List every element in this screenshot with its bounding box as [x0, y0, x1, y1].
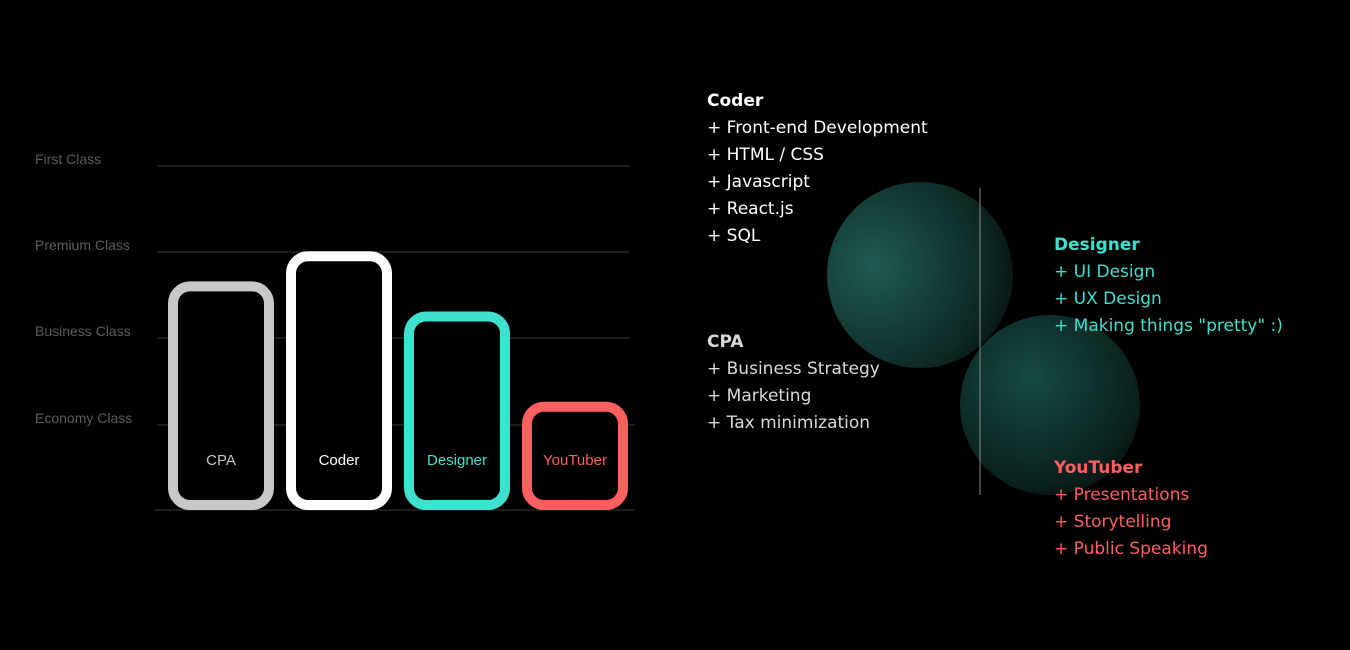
- skills-coder: Coder + Front-end Development + HTML / C…: [707, 88, 928, 250]
- chart-bar-cpa: [168, 281, 274, 510]
- skills-designer-item: + Making things "pretty" :): [1054, 316, 1283, 336]
- skills-cpa-item: + Marketing: [707, 386, 812, 406]
- chart-bar-label: CPA: [206, 452, 236, 469]
- skills-youtuber-item: + Public Speaking: [1054, 539, 1208, 559]
- brush-circle-bottom: [960, 315, 1140, 495]
- chart-bar-coder: [286, 251, 392, 510]
- chart-bar-label: Coder: [319, 452, 360, 469]
- tier-chart: Economy Class Business Class Premium Class…: [35, 151, 635, 511]
- skills-cpa-title: CPA: [707, 332, 744, 352]
- skills-designer-item: + UX Design: [1054, 289, 1162, 309]
- chart-bar-label: YouTuber: [543, 452, 607, 469]
- skills-coder-item: + HTML / CSS: [707, 145, 824, 165]
- chart-bars: [168, 251, 628, 510]
- skills-youtuber-item: + Presentations: [1054, 485, 1190, 505]
- chart-bar-labels: CPA Coder Designer YouTuber: [206, 452, 607, 469]
- skills-cpa-item: + Business Strategy: [707, 359, 880, 379]
- chart-y-labels: Economy Class Business Class Premium Class…: [35, 151, 132, 426]
- skills-coder-title: Coder: [707, 91, 764, 111]
- skills-coder-item: + SQL: [707, 226, 761, 246]
- skills-youtuber-title: YouTuber: [1054, 458, 1143, 478]
- skills-designer-item: + UI Design: [1054, 262, 1156, 282]
- skills-cpa: CPA + Business Strategy + Marketing + Ta…: [707, 329, 880, 437]
- skills-designer-title: Designer: [1054, 235, 1140, 255]
- chart-bar-designer: [404, 311, 510, 510]
- skills-cpa-item: + Tax minimization: [707, 413, 871, 433]
- skills-youtuber: YouTuber + Presentations + Storytelling …: [1054, 455, 1208, 563]
- chart-y-label: First Class: [35, 151, 101, 167]
- skills-coder-item: + React.js: [707, 199, 794, 219]
- chart-bar-youtuber: [522, 401, 628, 510]
- chart-y-label: Premium Class: [35, 237, 130, 253]
- skills-coder-item: + Front-end Development: [707, 118, 928, 138]
- brush-circles-decoration: [827, 182, 1140, 495]
- chart-y-label: Business Class: [35, 323, 131, 339]
- skills-youtuber-item: + Storytelling: [1054, 512, 1172, 532]
- brush-circle-top: [827, 182, 1013, 368]
- skills-coder-item: + Javascript: [707, 172, 810, 192]
- skills-designer: Designer + UI Design + UX Design + Makin…: [1054, 232, 1283, 340]
- chart-bar-label: Designer: [427, 452, 487, 469]
- chart-y-label: Economy Class: [35, 410, 132, 426]
